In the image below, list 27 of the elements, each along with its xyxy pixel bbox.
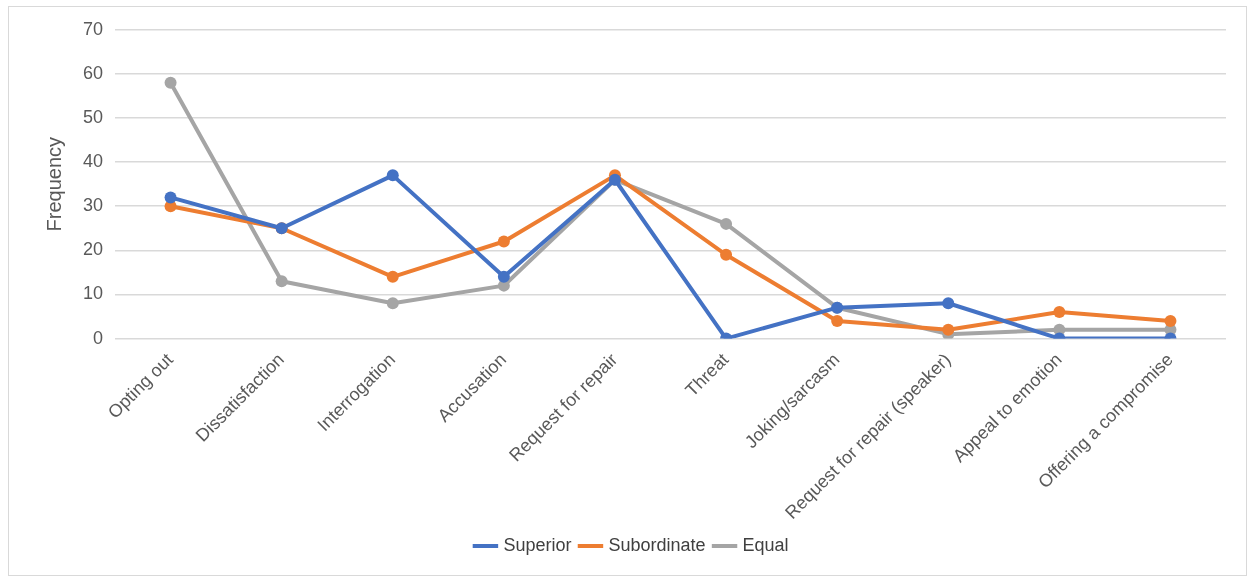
legend-label: Equal [742,534,789,555]
point [386,270,399,283]
legend-label: Subordinate [608,534,706,555]
point [386,169,399,182]
point [275,275,288,288]
point [831,314,844,327]
y-tick-label: 0 [93,327,104,348]
point [942,323,955,336]
point [942,297,955,310]
y-tick-label: 10 [82,283,104,304]
y-axis-title: Frequency [42,136,65,232]
point [1053,306,1066,319]
y-tick-label: 70 [82,18,104,39]
y-tick-label: 20 [82,239,104,260]
point [720,248,733,261]
point [164,76,177,89]
y-tick-label: 60 [82,62,104,83]
y-tick-label: 30 [82,195,104,216]
point [1164,314,1177,327]
point [497,235,510,248]
y-tick-label: 40 [82,151,104,172]
point [386,297,399,310]
y-tick-label: 50 [82,106,104,127]
point [497,270,510,283]
legend-label: Superior [503,534,572,555]
point [720,217,733,230]
point [164,191,177,204]
